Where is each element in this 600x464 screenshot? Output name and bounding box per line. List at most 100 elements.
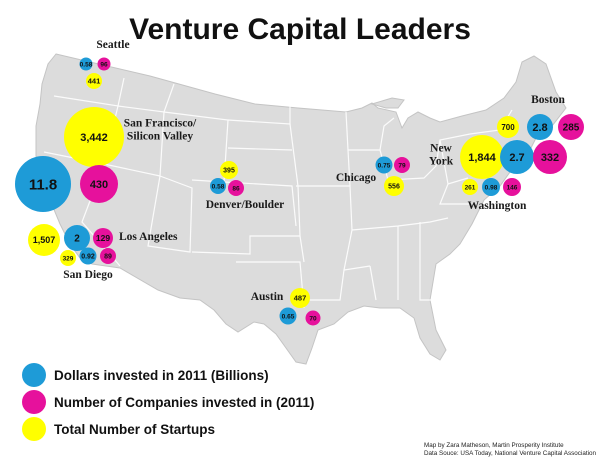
us-map bbox=[35, 53, 567, 365]
boston-companies-bubble bbox=[558, 114, 584, 140]
seattle-dollars-value: 0.58 bbox=[80, 61, 93, 68]
washington-city-label: Washington bbox=[468, 200, 527, 212]
seattle-companies-value: 96 bbox=[100, 61, 108, 68]
chicago-startups-value: 556 bbox=[388, 184, 400, 191]
legend: Dollars invested in 2011 (Billions) Numb… bbox=[22, 363, 314, 441]
new-york-startups-bubble bbox=[460, 135, 504, 179]
san-diego-companies-value: 89 bbox=[104, 254, 112, 261]
boston-startups-value: 700 bbox=[501, 123, 515, 132]
boston-dollars-bubble bbox=[527, 114, 553, 140]
boston-companies-value: 285 bbox=[563, 123, 580, 134]
san-diego-companies-bubble bbox=[100, 248, 116, 264]
los-angeles-dollars-value: 2 bbox=[74, 234, 80, 245]
san-francisco-silicon-valley-city-label: San Francisco/Silicon Valley bbox=[124, 118, 197, 143]
austin-city-label: Austin bbox=[251, 291, 284, 303]
new-york-dollars-bubble bbox=[500, 140, 534, 174]
city-austin: 487 0.65 70 Austin bbox=[251, 288, 321, 326]
denver-boulder-companies-bubble bbox=[228, 180, 244, 196]
credit-map-by: Map by Zara Matheson, Martin Prosperity … bbox=[424, 442, 564, 449]
boston-city-label: Boston bbox=[531, 94, 565, 106]
los-angeles-dollars-bubble bbox=[64, 225, 90, 251]
state-borders bbox=[43, 77, 513, 309]
new-york-startups-value: 1,844 bbox=[468, 152, 496, 164]
denver-boulder-dollars-bubble bbox=[210, 178, 226, 194]
legend-item-startups: Total Number of Startups bbox=[22, 417, 215, 441]
san-francisco-silicon-valley-startups-value: 3,442 bbox=[80, 132, 108, 144]
map-title: Venture Capital Leaders bbox=[129, 13, 471, 46]
new-york-companies-value: 332 bbox=[541, 152, 559, 164]
denver-boulder-startups-value: 395 bbox=[223, 168, 235, 175]
washington-companies-bubble bbox=[503, 178, 521, 196]
boston-dollars-value: 2.8 bbox=[532, 122, 547, 134]
austin-companies-value: 70 bbox=[309, 315, 317, 322]
los-angeles-companies-bubble bbox=[93, 228, 113, 248]
san-francisco-silicon-valley-companies-bubble bbox=[80, 165, 118, 203]
washington-startups-value: 261 bbox=[465, 184, 476, 191]
new-york-dollars-value: 2.7 bbox=[509, 152, 524, 164]
washington-startups-bubble bbox=[462, 179, 478, 195]
city-new-york: 1,844 2.7 332 New York bbox=[429, 135, 567, 179]
washington-companies-value: 146 bbox=[507, 184, 518, 191]
city-boston: 700 2.8 285 Boston bbox=[497, 94, 584, 140]
san-francisco-silicon-valley-startups-bubble bbox=[64, 107, 124, 167]
city-san-francisco-silicon-valley: 3,442 11.8 430 San Francisco/Silicon Valley bbox=[15, 107, 197, 212]
los-angeles-startups-bubble bbox=[28, 224, 60, 256]
washington-dollars-value: 0.98 bbox=[485, 184, 498, 191]
new-york-city-label: New York bbox=[429, 143, 454, 168]
legend-label-companies: Number of Companies invested in (2011) bbox=[54, 395, 314, 410]
seattle-companies-bubble bbox=[97, 57, 111, 71]
austin-startups-bubble bbox=[290, 288, 310, 308]
legend-item-dollars: Dollars invested in 2011 (Billions) bbox=[22, 363, 269, 387]
city-denver-boulder: 395 0.58 86 Denver/Boulder bbox=[206, 161, 285, 211]
legend-item-companies: Number of Companies invested in (2011) bbox=[22, 390, 314, 414]
chicago-companies-bubble bbox=[394, 157, 410, 173]
us-landmass bbox=[35, 53, 567, 365]
los-angeles-city-label: Los Angeles bbox=[119, 231, 178, 243]
denver-boulder-dollars-value: 0.58 bbox=[212, 183, 225, 190]
city-san-diego: 329 0.92 89 San Diego bbox=[60, 247, 116, 281]
austin-dollars-value: 0.65 bbox=[282, 313, 295, 320]
boston-startups-bubble bbox=[497, 116, 519, 138]
city-chicago: 556 0.75 79 Chicago bbox=[336, 156, 410, 196]
legend-label-startups: Total Number of Startups bbox=[54, 422, 215, 437]
austin-companies-bubble bbox=[305, 310, 321, 326]
san-francisco-silicon-valley-dollars-bubble bbox=[15, 156, 71, 212]
san-francisco-silicon-valley-companies-value: 430 bbox=[90, 179, 108, 191]
legend-swatch-dollars bbox=[22, 363, 46, 387]
san-diego-startups-value: 329 bbox=[63, 255, 74, 262]
chicago-city-label: Chicago bbox=[336, 172, 377, 184]
seattle-startups-value: 441 bbox=[88, 77, 101, 86]
legend-swatch-companies bbox=[22, 390, 46, 414]
seattle-dollars-bubble bbox=[79, 57, 93, 71]
san-diego-startups-bubble bbox=[60, 250, 76, 266]
austin-dollars-bubble bbox=[279, 307, 297, 325]
legend-swatch-startups bbox=[22, 417, 46, 441]
denver-boulder-companies-value: 86 bbox=[232, 185, 240, 192]
san-francisco-silicon-valley-dollars-value: 11.8 bbox=[29, 176, 57, 193]
city-washington: 261 0.98 146 Washington bbox=[462, 178, 527, 212]
city-seattle: 441 0.58 96 Seattle bbox=[79, 39, 130, 89]
city-bubbles: 441 0.58 96 Seattle 3,442 11.8 430 San Francisc… bbox=[15, 39, 584, 326]
seattle-startups-bubble bbox=[86, 73, 102, 89]
washington-dollars-bubble bbox=[482, 178, 500, 196]
credit-data-source: Data Souce: USA Today, National Venture … bbox=[424, 450, 596, 457]
chicago-companies-value: 79 bbox=[398, 162, 406, 169]
austin-startups-value: 487 bbox=[294, 294, 307, 303]
san-diego-dollars-value: 0.92 bbox=[81, 254, 95, 261]
denver-boulder-startups-bubble bbox=[220, 161, 238, 179]
new-york-companies-bubble bbox=[533, 140, 567, 174]
chicago-dollars-bubble bbox=[375, 156, 393, 174]
los-angeles-startups-value: 1,507 bbox=[33, 235, 56, 245]
seattle-city-label: Seattle bbox=[96, 39, 129, 51]
city-los-angeles: 1,507 2 129 Los Angeles bbox=[28, 224, 178, 256]
los-angeles-companies-value: 129 bbox=[96, 233, 110, 243]
denver-boulder-city-label: Denver/Boulder bbox=[206, 199, 285, 211]
chicago-startups-bubble bbox=[384, 176, 404, 196]
san-diego-city-label: San Diego bbox=[63, 269, 113, 281]
san-diego-dollars-bubble bbox=[79, 247, 97, 265]
legend-label-dollars: Dollars invested in 2011 (Billions) bbox=[54, 368, 269, 383]
chicago-dollars-value: 0.75 bbox=[378, 162, 391, 169]
michigan-peninsula bbox=[370, 97, 405, 109]
